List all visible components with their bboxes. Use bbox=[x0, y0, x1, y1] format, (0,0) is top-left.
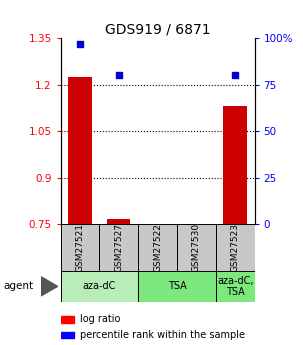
Bar bbox=[138, 271, 216, 302]
Bar bbox=[216, 224, 255, 271]
Bar bbox=[107, 219, 130, 224]
Bar bbox=[99, 224, 138, 271]
Text: GSM27530: GSM27530 bbox=[192, 223, 201, 272]
Bar bbox=[61, 316, 74, 323]
Text: GSM27523: GSM27523 bbox=[231, 223, 240, 272]
Bar bbox=[61, 332, 74, 338]
Bar bbox=[138, 224, 177, 271]
Title: GDS919 / 6871: GDS919 / 6871 bbox=[105, 23, 210, 37]
Text: aza-dC: aza-dC bbox=[83, 282, 116, 291]
Bar bbox=[68, 77, 92, 224]
Text: agent: agent bbox=[3, 282, 33, 291]
Text: TSA: TSA bbox=[168, 282, 186, 291]
Text: aza-dC,
TSA: aza-dC, TSA bbox=[217, 276, 253, 297]
Text: GSM27522: GSM27522 bbox=[153, 223, 162, 272]
Polygon shape bbox=[41, 277, 58, 296]
Bar bbox=[224, 106, 247, 224]
Text: percentile rank within the sample: percentile rank within the sample bbox=[80, 330, 245, 340]
Text: GSM27527: GSM27527 bbox=[114, 223, 123, 272]
Bar bbox=[177, 224, 216, 271]
Bar bbox=[61, 271, 138, 302]
Bar bbox=[61, 224, 99, 271]
Text: GSM27521: GSM27521 bbox=[75, 223, 85, 272]
Bar bbox=[216, 271, 255, 302]
Text: log ratio: log ratio bbox=[80, 315, 120, 324]
